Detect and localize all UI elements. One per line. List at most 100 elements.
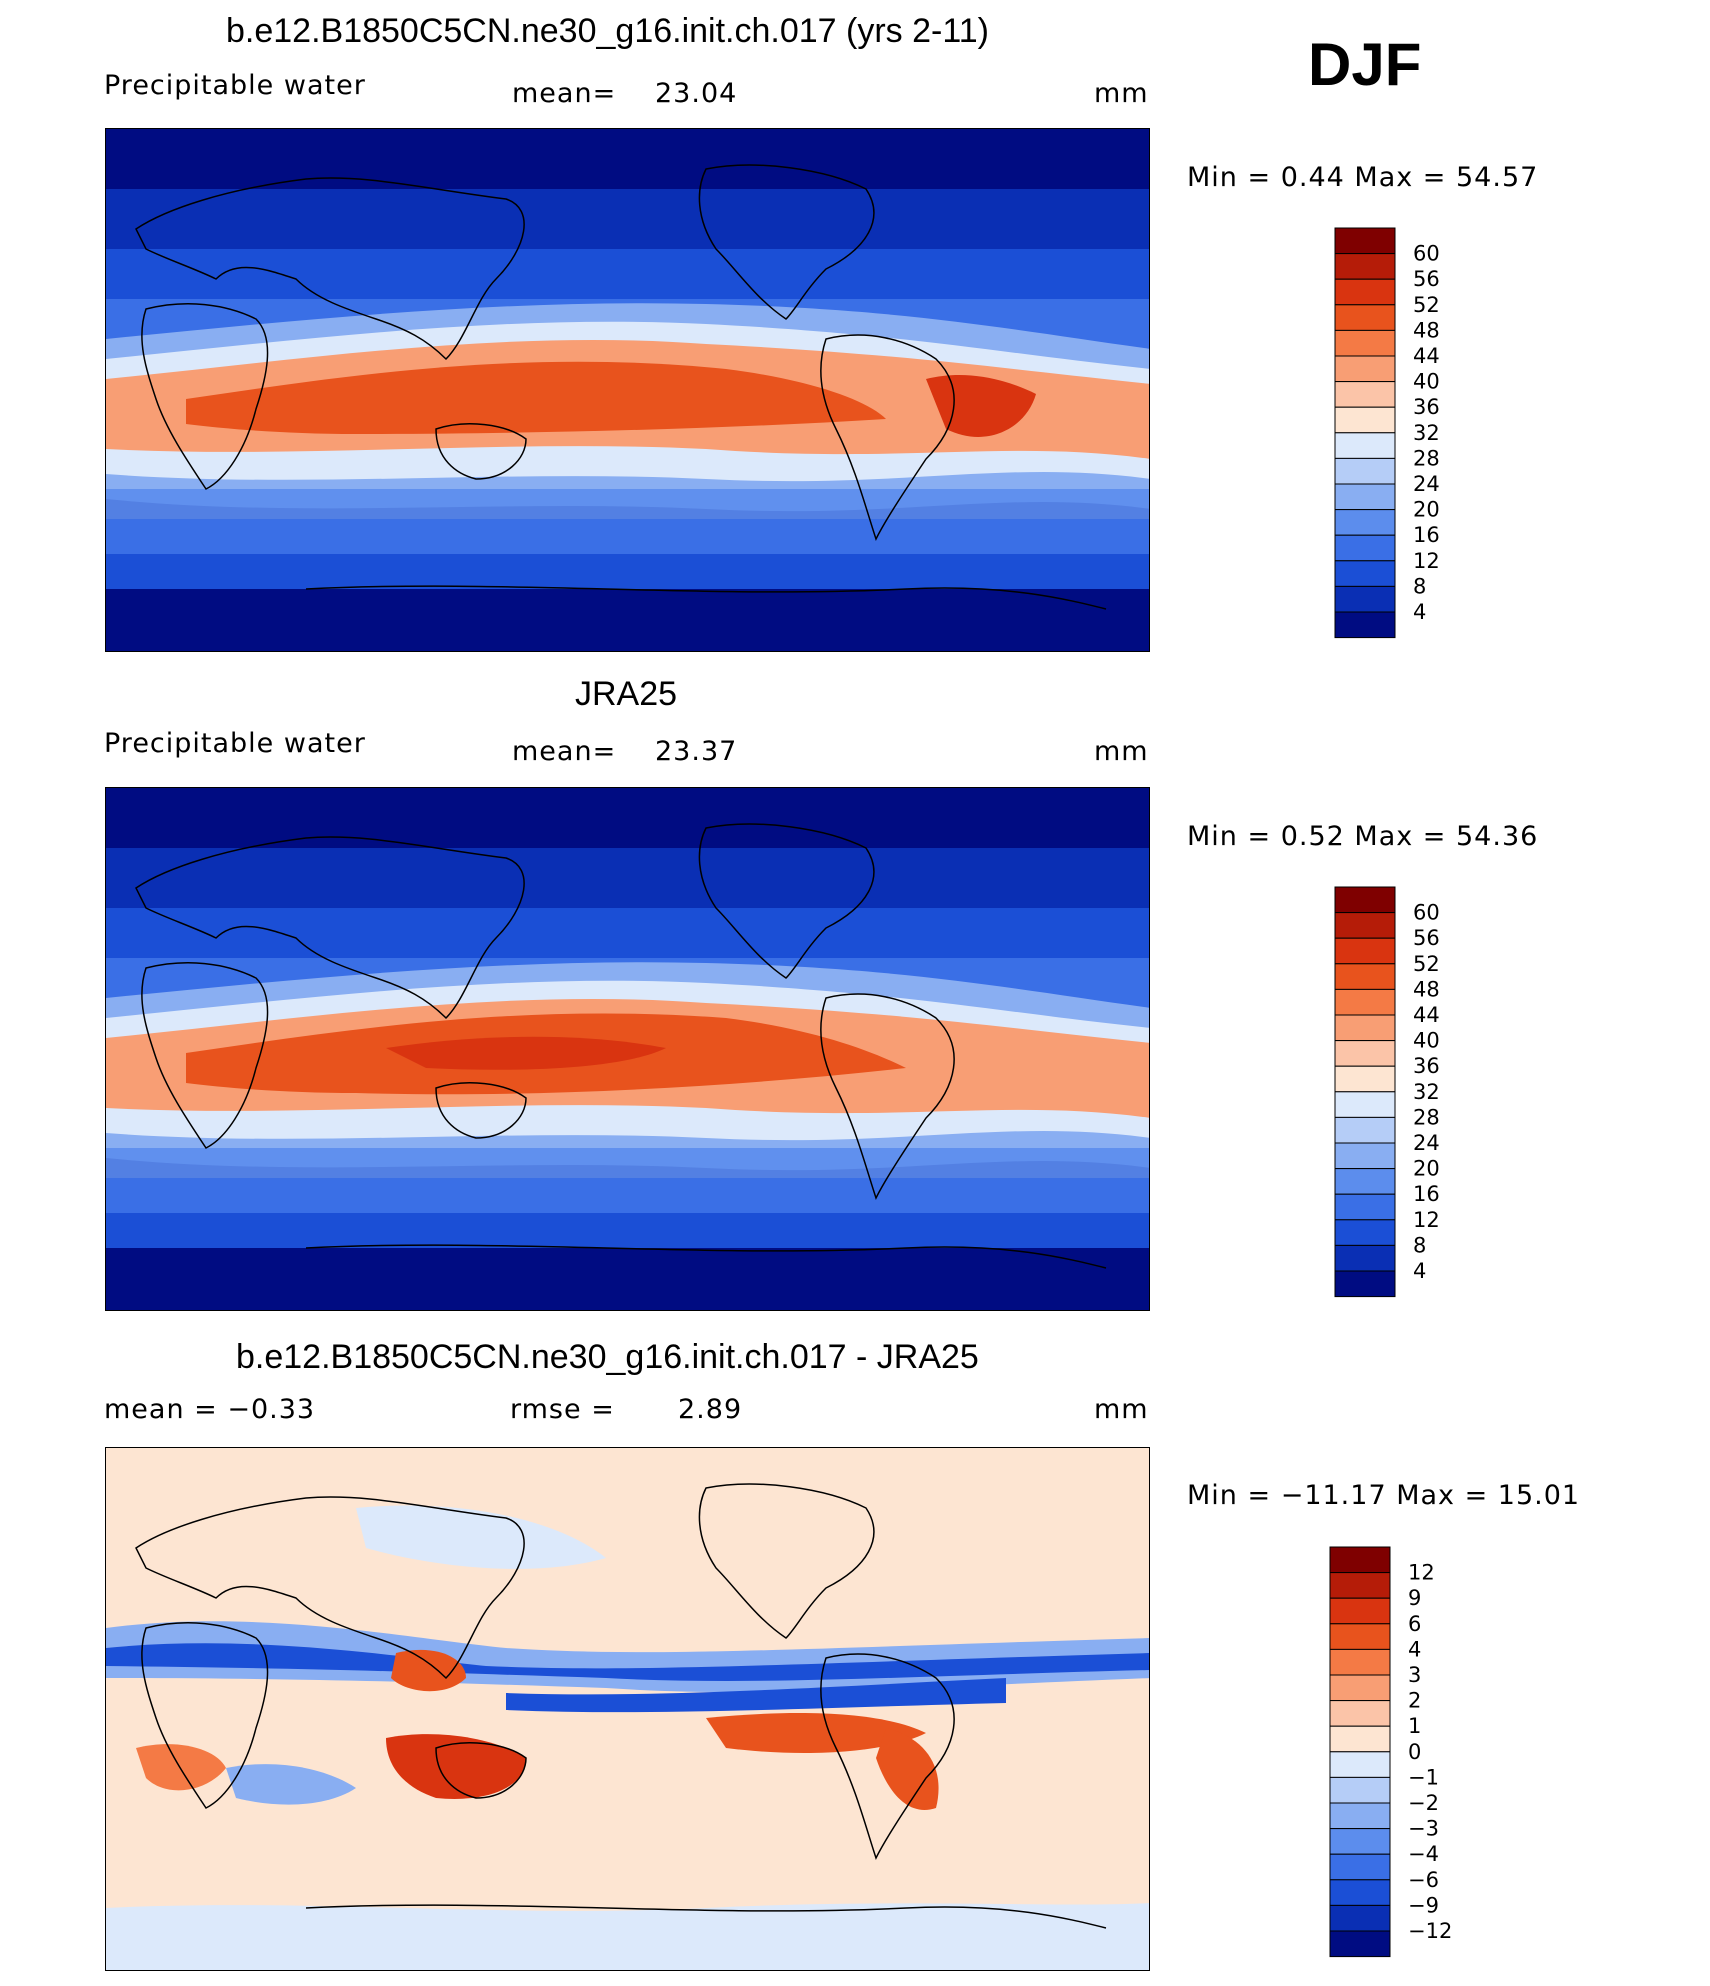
panel-1-variable-label: Precipitable water [104, 70, 366, 101]
panel-2-units: mm [1094, 736, 1149, 767]
colorbar-swatch [1334, 509, 1396, 536]
band-tropics-core [186, 361, 886, 434]
panel-1-mean-label: mean= [512, 78, 617, 109]
colorbar-swatch [1329, 1597, 1391, 1625]
colorbar-tick-label: 2 [1408, 1689, 1421, 1713]
red-patch-s-pacific [706, 1713, 926, 1753]
colorbar-tick-label: 6 [1408, 1612, 1421, 1636]
colorbar-swatch [1334, 1193, 1396, 1221]
colorbar-swatch [1329, 1930, 1391, 1958]
panel-1-mean-value: 23.04 [655, 78, 738, 109]
colorbar-swatch [1334, 1116, 1396, 1144]
coastlines [135, 164, 1107, 610]
colorbar-tick-label: 12 [1408, 1561, 1435, 1585]
colorbar-swatch [1334, 253, 1396, 280]
band-south-2 [106, 519, 1149, 554]
colorbar-tick-label: 32 [1413, 421, 1440, 445]
colorbar-tick-label: −3 [1408, 1817, 1439, 1841]
colorbar-tick-label: 8 [1413, 1233, 1426, 1257]
colorbar-tick-label: 44 [1413, 1003, 1440, 1027]
band-south-4 [106, 589, 1149, 651]
panel-3-mean-label: mean = −0.33 [104, 1394, 316, 1425]
colorbar-swatch [1334, 483, 1396, 511]
panel-2-map-svg [106, 788, 1149, 1310]
colorbar-tick-label: 56 [1413, 926, 1440, 950]
colorbar-swatch [1329, 1776, 1391, 1804]
colorbar-swatch [1334, 1014, 1396, 1042]
colorbar-swatch [1329, 1572, 1391, 1599]
blue-band-core [106, 1643, 1149, 1681]
band-south-4 [106, 1248, 1149, 1310]
colorbar-swatch [1334, 912, 1396, 939]
colorbar-tick-label: 16 [1413, 1182, 1440, 1206]
blue-patch-north [356, 1505, 606, 1569]
panel-1-map-svg [106, 129, 1149, 651]
colorbar-tick-label: 4 [1413, 600, 1426, 624]
colorbar-tick-label: 60 [1413, 242, 1440, 266]
band-south-1 [106, 1148, 1149, 1178]
panel-2-title: JRA25 [575, 675, 678, 713]
colorbar-swatch [1334, 937, 1396, 965]
colorbar-swatch [1329, 1802, 1391, 1830]
panel-2-variable-label: Precipitable water [104, 728, 366, 759]
blue-patch-s-indian [226, 1764, 356, 1805]
colorbar-swatch [1329, 1853, 1391, 1881]
panel-1-colorbar: 60 56 52 48 44 40 36 32 28 24 20 16 12 8 4 [1334, 227, 1495, 642]
colorbar-swatch [1329, 1879, 1391, 1906]
colorbar-tick-label: −9 [1408, 1893, 1439, 1917]
band-south-3 [106, 554, 1149, 589]
band-south-2 [106, 1178, 1149, 1213]
colorbar-tick-label: 56 [1413, 267, 1440, 291]
panel-1-units: mm [1094, 78, 1149, 109]
colorbar-tick-label: 16 [1413, 523, 1440, 547]
red-patch-indonesia [391, 1649, 466, 1692]
colorbar-swatch [1334, 432, 1396, 459]
colorbar-tick-label: 20 [1413, 1157, 1440, 1181]
colorbar-swatch [1334, 329, 1396, 357]
colorbar-tick-label: 4 [1413, 1259, 1426, 1283]
panel-2-mean-label: mean= [512, 736, 617, 767]
colorbar-tick-label: 60 [1413, 901, 1440, 925]
colorbar-tick-label: 28 [1413, 446, 1440, 470]
colorbar-tick-label: 48 [1413, 977, 1440, 1001]
colorbar-tick-label: 8 [1413, 574, 1426, 598]
colorbar-tick-label: 52 [1413, 952, 1440, 976]
colorbar-swatch [1334, 1270, 1396, 1298]
colorbar-swatch [1329, 1674, 1391, 1702]
coastlines [135, 823, 1107, 1269]
colorbar-tick-label: −6 [1408, 1868, 1439, 1892]
colorbar-swatch [1334, 1244, 1396, 1272]
red-patch-s-america [876, 1728, 939, 1810]
panel-2-colorbar: 60 56 52 48 44 40 36 32 28 24 20 16 12 8 4 [1334, 886, 1495, 1301]
colorbar-tick-label: 36 [1413, 1054, 1440, 1078]
colorbar-swatch [1334, 304, 1396, 331]
panel-2-map [105, 787, 1150, 1311]
coastlines [135, 1483, 1107, 1929]
colorbar-swatch [1334, 1065, 1396, 1093]
panel-3-units: mm [1094, 1394, 1149, 1425]
colorbar-tick-label: 36 [1413, 395, 1440, 419]
band-pacific-core [386, 1036, 666, 1070]
panel-3-colorbar: 12 9 6 4 3 2 1 0 −1 −2 −3 −4 −6 −9 −12 [1329, 1546, 1490, 1961]
panel-1-map [105, 128, 1150, 652]
colorbar-tick-label: 52 [1413, 293, 1440, 317]
red-patch-africa [136, 1744, 226, 1791]
colorbar-swatch [1329, 1904, 1391, 1932]
colorbar-tick-label: 12 [1413, 1208, 1440, 1232]
panel-3-rmse-label: rmse = [510, 1394, 615, 1425]
colorbar-tick-label: 3 [1408, 1663, 1421, 1687]
colorbar-swatch [1334, 1219, 1396, 1246]
colorbar-swatch [1329, 1700, 1391, 1727]
colorbar-tick-label: −4 [1408, 1842, 1439, 1866]
panel-2-mean-value: 23.37 [655, 736, 738, 767]
colorbar-swatch [1334, 611, 1396, 639]
colorbar-tick-label: 1 [1408, 1714, 1421, 1738]
colorbar-swatch [1334, 278, 1396, 306]
panel-2-minmax: Min = 0.52 Max = 54.36 [1187, 821, 1539, 852]
band-south-3 [106, 1213, 1149, 1248]
colorbar-swatch [1334, 457, 1396, 485]
colorbar-swatch [1334, 1091, 1396, 1118]
colorbar-swatch [1334, 227, 1396, 255]
